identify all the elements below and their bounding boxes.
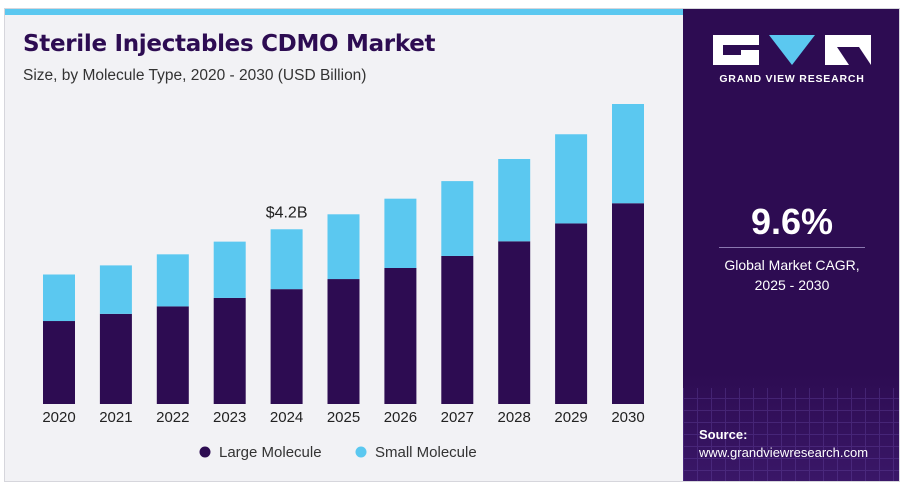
source-label: Source: xyxy=(699,427,748,442)
bar-small-molecule-2023 xyxy=(213,241,246,298)
bars-group xyxy=(43,104,644,404)
bar-large-molecule-2023 xyxy=(213,297,246,404)
bar-large-molecule-2022 xyxy=(156,306,189,404)
bar-large-molecule-2030 xyxy=(612,203,644,404)
cagr-label: Global Market CAGR, 2025 - 2030 xyxy=(683,255,899,295)
side-panel-grid xyxy=(683,388,899,481)
chart-subtitle: Size, by Molecule Type, 2020 - 2030 (USD… xyxy=(23,67,367,84)
x-axis-ticks: 2020 2021 2022 2023 2024 2025 2026 2027 2028 2029… xyxy=(42,409,644,426)
data-label-2024: $4.2B xyxy=(266,204,308,221)
legend-marker-small-molecule xyxy=(355,446,367,458)
chart-card: Sterile Injectables CDMO Market Size, by… xyxy=(4,8,900,482)
brand-name: GRAND VIEW RESEARCH xyxy=(719,73,865,85)
x-tick-2028: 2028 xyxy=(498,409,531,426)
annotations-group: $4.2B xyxy=(266,204,308,221)
chart-title: Sterile Injectables CDMO Market xyxy=(23,31,436,57)
cagr-label-line2: 2025 - 2030 xyxy=(754,277,830,293)
side-panel: GRAND VIEW RESEARCH 9.6% Global Market C… xyxy=(683,9,899,481)
x-tick-2023: 2023 xyxy=(213,409,246,426)
bar-large-molecule-2024 xyxy=(270,289,303,404)
bar-chart: 2020 2021 2022 2023 2024 2025 2026 2027 2028 2029… xyxy=(42,104,645,461)
source-url: www.grandviewresearch.com xyxy=(699,445,869,460)
x-tick-2022: 2022 xyxy=(156,409,189,426)
legend-marker-large-molecule xyxy=(199,446,211,458)
bar-small-molecule-2022 xyxy=(156,254,189,307)
bar-large-molecule-2029 xyxy=(555,223,588,404)
x-tick-2021: 2021 xyxy=(99,409,132,426)
bar-small-molecule-2029 xyxy=(555,134,588,224)
x-tick-2024: 2024 xyxy=(270,409,303,426)
legend: Large Molecule Small Molecule xyxy=(199,444,477,461)
bar-large-molecule-2026 xyxy=(384,267,417,404)
accent-bar xyxy=(5,9,683,15)
x-tick-2025: 2025 xyxy=(327,409,360,426)
cagr-value: 9.6% xyxy=(750,201,834,242)
bar-large-molecule-2020 xyxy=(43,321,75,404)
bar-large-molecule-2021 xyxy=(99,313,132,404)
cagr-label-line1: Global Market CAGR, xyxy=(724,257,860,273)
gvr-logo-icon xyxy=(713,35,871,65)
bar-large-molecule-2027 xyxy=(441,255,474,404)
bar-large-molecule-2028 xyxy=(498,241,531,404)
bar-small-molecule-2021 xyxy=(99,265,132,314)
bar-small-molecule-2026 xyxy=(384,198,417,268)
bar-small-molecule-2025 xyxy=(327,214,360,280)
x-tick-2029: 2029 xyxy=(554,409,587,426)
side-panel-glow xyxy=(683,373,899,481)
legend-label-small-molecule: Small Molecule xyxy=(375,444,477,461)
x-tick-2030: 2030 xyxy=(611,409,644,426)
bar-small-molecule-2027 xyxy=(441,181,474,256)
bar-large-molecule-2025 xyxy=(327,279,360,404)
x-tick-2026: 2026 xyxy=(384,409,417,426)
bar-small-molecule-2028 xyxy=(498,158,531,242)
bar-small-molecule-2030 xyxy=(612,104,644,204)
bar-small-molecule-2020 xyxy=(43,274,75,322)
x-tick-2020: 2020 xyxy=(42,409,75,426)
bar-small-molecule-2024 xyxy=(270,229,303,290)
cagr-divider xyxy=(719,247,865,248)
x-tick-2027: 2027 xyxy=(441,409,474,426)
legend-label-large-molecule: Large Molecule xyxy=(219,444,322,461)
